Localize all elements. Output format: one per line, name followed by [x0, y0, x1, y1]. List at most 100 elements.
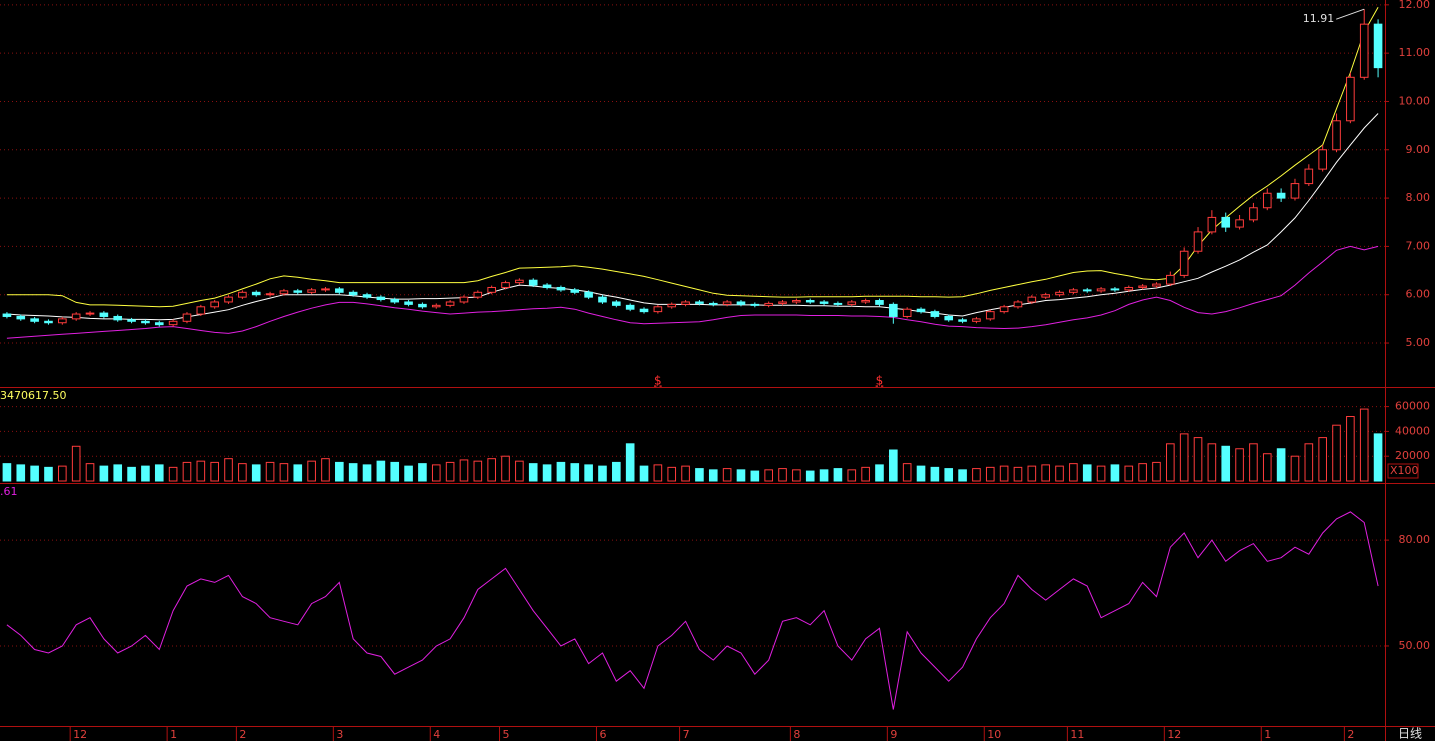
band-line [6, 113, 1379, 321]
candle-body [168, 320, 178, 326]
x-tick-label: 7 [683, 728, 690, 741]
candle-body [1318, 149, 1327, 170]
volume-bar [1346, 416, 1355, 482]
volume-bar [196, 460, 206, 482]
volume-bar [695, 468, 704, 482]
volume-bar [958, 469, 967, 482]
volume-bar [459, 459, 469, 482]
candle-body [764, 302, 773, 306]
x-tick-label: 12 [1167, 728, 1181, 741]
volume-bar [667, 466, 677, 482]
candle-body [362, 294, 372, 298]
candle-body [307, 289, 316, 293]
candle-body [196, 306, 206, 315]
volume-bar [764, 469, 773, 482]
volume-bar [418, 463, 427, 482]
volume-bar [501, 455, 510, 482]
volume-bar [916, 465, 926, 482]
volume-bar [1193, 437, 1203, 482]
volume-bar [224, 458, 233, 482]
y-tick-label: 40000 [1395, 424, 1430, 437]
volume-bar [168, 466, 178, 482]
event-marker: $ [876, 374, 884, 388]
candle-body [1207, 216, 1217, 233]
volume-bar [999, 465, 1009, 482]
volume-bar [1166, 443, 1175, 482]
volume-bar [819, 469, 829, 482]
y-tick-label: 10.00 [1399, 94, 1431, 107]
volume-bar [1082, 464, 1092, 482]
volume-bar [1249, 443, 1258, 482]
volume-bar [528, 463, 538, 482]
candle-body [584, 291, 593, 298]
volume-bar [861, 466, 870, 482]
volume-bar [154, 464, 164, 482]
candle-body [1262, 192, 1272, 209]
candle-body [889, 303, 898, 317]
candle-body [1055, 291, 1064, 296]
volume-bar [238, 463, 247, 482]
volume-bar [293, 464, 303, 482]
candle-body [113, 315, 123, 321]
candle-body [238, 291, 247, 298]
candle-body [1041, 294, 1050, 298]
candle-body [154, 322, 164, 326]
unit-label: X100 [1390, 464, 1419, 477]
x-tick-label: 2 [239, 728, 246, 741]
candle-body [1346, 76, 1355, 122]
volume-bar [1055, 465, 1064, 482]
candle-body [459, 296, 469, 303]
volume-bar [833, 468, 843, 482]
volume-bar [805, 470, 815, 482]
y-tick-label: 20000 [1395, 449, 1430, 462]
volume-bar [1013, 466, 1023, 482]
volume-bar [515, 460, 524, 482]
candle-body [1124, 286, 1134, 291]
candle-body [1152, 283, 1161, 287]
candle-body [598, 296, 607, 303]
volume-bar [113, 464, 123, 482]
candle-body [972, 318, 981, 322]
candle-body [778, 301, 787, 304]
volume-bar [404, 465, 413, 482]
high-label: 11.91 [1303, 12, 1335, 25]
volume-bar [847, 469, 857, 482]
candle-body [958, 319, 967, 322]
volume-bar [736, 469, 746, 482]
y-tick-label: 50.00 [1399, 639, 1431, 652]
volume-bar [473, 460, 483, 482]
volume-bar [141, 465, 150, 482]
candle-body [1332, 120, 1341, 151]
volume-bar [85, 463, 95, 482]
x-tick-label: 11 [1070, 728, 1084, 741]
volume-bar [127, 466, 136, 482]
volume-bar [1138, 463, 1147, 482]
volume-bar [431, 464, 441, 482]
candle-body [1027, 296, 1037, 303]
volume-bar [1276, 448, 1286, 482]
candle-body [639, 308, 649, 313]
x-tick-label: 1 [170, 728, 177, 741]
volume-bar [972, 468, 981, 482]
candle-body [1110, 288, 1120, 291]
volume-bar [1373, 433, 1383, 482]
candle-body [528, 279, 538, 286]
candle-body [695, 301, 704, 304]
candle-body [916, 308, 926, 313]
volume-bar [99, 465, 109, 482]
candle-body [1235, 219, 1244, 228]
volume-bar [556, 461, 566, 482]
candle-body [1166, 274, 1175, 285]
y-tick-label: 8.00 [1406, 191, 1431, 204]
volume-bar [307, 460, 316, 482]
volume-bar [681, 465, 690, 482]
candle-body [2, 313, 12, 317]
candle-body [30, 318, 39, 322]
candle-body [127, 319, 136, 322]
candle-body [792, 300, 801, 303]
volume-bar [279, 463, 289, 482]
volume-bar [1207, 443, 1217, 482]
candle-body [390, 299, 400, 303]
volume-bar [639, 465, 649, 482]
